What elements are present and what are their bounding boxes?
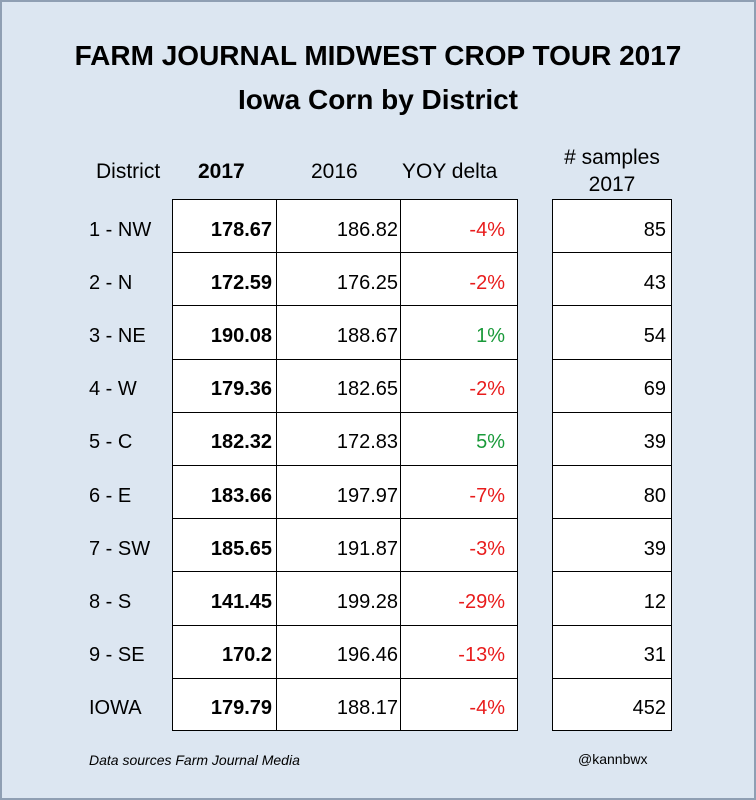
- row-divider: [172, 305, 518, 306]
- header-2016: 2016: [311, 160, 358, 183]
- district-cell: 7 - SW: [89, 537, 151, 560]
- row-divider: [172, 571, 518, 572]
- data-source-note: Data sources Farm Journal Media: [89, 752, 300, 768]
- table-row: 1 - NW 178.67 186.82 -4% 85: [0, 218, 756, 242]
- table-row: 5 - C 182.32 172.83 5% 39: [0, 430, 756, 454]
- value-2016-cell: 197.97: [336, 484, 398, 507]
- row-divider: [552, 465, 672, 466]
- value-2017-cell: 172.59: [210, 271, 272, 294]
- table-row: 4 - W 179.36 182.65 -2% 69: [0, 377, 756, 401]
- row-divider: [552, 252, 672, 253]
- samples-cell: 80: [643, 484, 666, 507]
- samples-cell: 12: [643, 591, 666, 613]
- header-district: District: [96, 160, 161, 183]
- yoy-delta-cell: -7%: [469, 484, 505, 507]
- row-divider: [552, 571, 672, 572]
- table-row: 9 - SE 170.2 196.46 -13% 31: [0, 643, 756, 667]
- yoy-delta-cell: -29%: [458, 591, 505, 613]
- value-2016-cell: 191.87: [336, 537, 398, 560]
- samples-cell: 39: [643, 537, 666, 560]
- row-divider: [552, 625, 672, 626]
- table-row: 7 - SW 185.65 191.87 -3% 39: [0, 537, 756, 561]
- value-2016-cell: 172.83: [336, 431, 398, 454]
- row-divider: [552, 518, 672, 519]
- yoy-delta-cell: 5%: [476, 431, 505, 454]
- district-cell: 2 - N: [89, 271, 133, 294]
- value-2017-cell: 179.36: [210, 378, 272, 401]
- district-cell: 8 - S: [89, 591, 132, 613]
- yoy-delta-cell: -13%: [458, 644, 505, 667]
- district-cell: 5 - C: [89, 431, 133, 454]
- yoy-delta-cell: -4%: [469, 218, 505, 241]
- value-2016-cell: 176.25: [336, 271, 398, 294]
- table-row: IOWA 179.79 188.17 -4% 452: [0, 696, 756, 720]
- value-2017-cell: 190.08: [210, 325, 272, 347]
- samples-cell: 39: [643, 431, 666, 454]
- value-2017-cell: 178.67: [210, 218, 272, 241]
- header-samples: # samples: [564, 146, 660, 169]
- header-yoy-delta: YOY delta: [402, 160, 498, 183]
- yoy-delta-cell: -4%: [469, 697, 505, 720]
- value-2017-cell: 141.45: [210, 591, 272, 613]
- samples-cell: 69: [643, 378, 666, 401]
- value-2017-cell: 179.79: [210, 697, 272, 720]
- row-divider: [552, 678, 672, 679]
- yoy-delta-cell: -2%: [469, 271, 505, 294]
- district-cell: 6 - E: [89, 484, 132, 507]
- row-divider: [172, 625, 518, 626]
- header-samples-year: 2017: [588, 173, 636, 196]
- author-handle: @kannbwx: [578, 751, 648, 767]
- district-cell: 9 - SE: [89, 644, 145, 667]
- district-cell: 4 - W: [89, 378, 137, 401]
- samples-cell: 85: [643, 218, 666, 241]
- chart-title: FARM JOURNAL MIDWEST CROP TOUR 2017: [74, 40, 682, 71]
- header-2017: 2017: [198, 160, 245, 183]
- value-2016-cell: 188.67: [336, 325, 398, 347]
- table-row: 3 - NE 190.08 188.67 1% 54: [0, 324, 756, 348]
- value-2016-cell: 182.65: [336, 378, 398, 401]
- value-2016-cell: 188.17: [336, 697, 398, 720]
- row-divider: [552, 412, 672, 413]
- yoy-delta-cell: -2%: [469, 378, 505, 401]
- row-divider: [172, 359, 518, 360]
- row-divider: [552, 305, 672, 306]
- district-cell: IOWA: [89, 697, 142, 720]
- samples-cell: 452: [632, 697, 666, 720]
- table-row: 8 - S 141.45 199.28 -29% 12: [0, 590, 756, 614]
- samples-cell: 54: [643, 325, 666, 347]
- yoy-delta-cell: -3%: [469, 537, 505, 560]
- value-2017-cell: 170.2: [221, 644, 272, 667]
- value-2017-cell: 185.65: [210, 537, 272, 560]
- row-divider: [552, 359, 672, 360]
- row-divider: [172, 465, 518, 466]
- value-2017-cell: 183.66: [210, 484, 272, 507]
- district-cell: 3 - NE: [89, 325, 146, 347]
- value-2016-cell: 199.28: [336, 591, 398, 613]
- samples-cell: 43: [643, 271, 666, 294]
- row-divider: [172, 518, 518, 519]
- samples-cell: 31: [643, 644, 666, 667]
- yoy-delta-cell: 1%: [476, 325, 505, 347]
- chart-subtitle: Iowa Corn by District: [237, 84, 519, 115]
- value-2017-cell: 182.32: [210, 431, 272, 454]
- value-2016-cell: 186.82: [336, 218, 398, 241]
- value-2016-cell: 196.46: [336, 644, 398, 667]
- row-divider: [172, 412, 518, 413]
- table-row: 2 - N 172.59 176.25 -2% 43: [0, 271, 756, 295]
- row-divider: [172, 678, 518, 679]
- table-row: 6 - E 183.66 197.97 -7% 80: [0, 484, 756, 508]
- row-divider: [172, 252, 518, 253]
- district-cell: 1 - NW: [89, 218, 152, 241]
